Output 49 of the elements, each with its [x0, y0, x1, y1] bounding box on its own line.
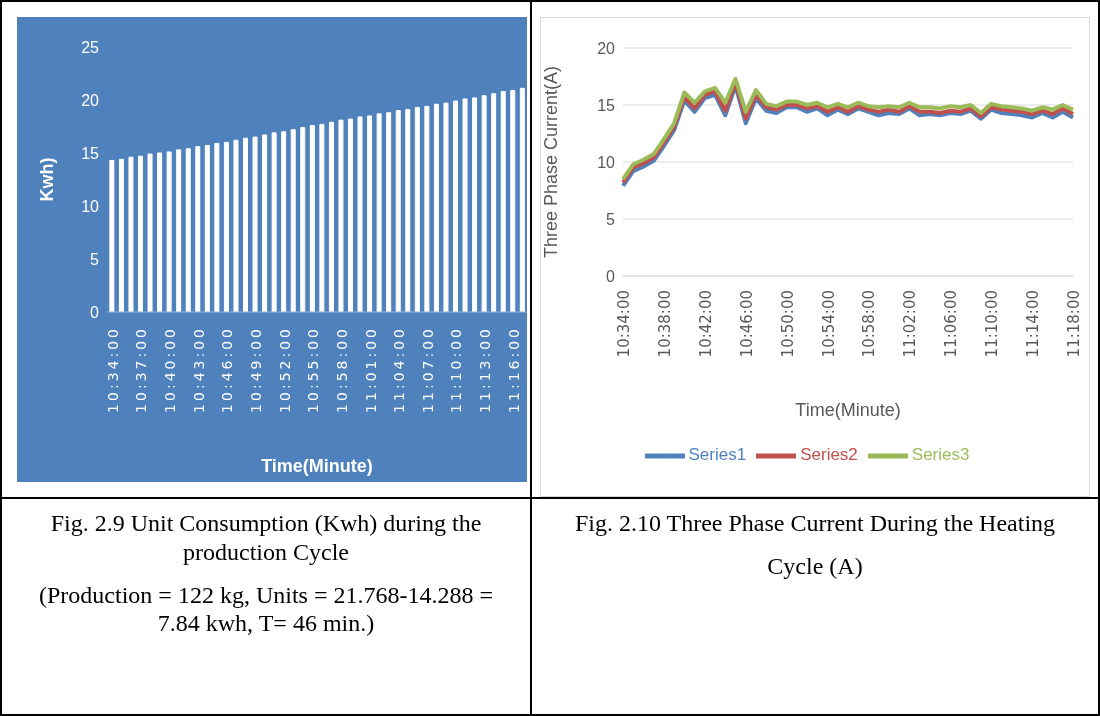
x-tick-label: 10:34:00 — [615, 290, 633, 358]
x-tick-label: 10:42:00 — [696, 290, 715, 358]
legend-label: Series3 — [911, 445, 970, 465]
x-tick-label: 11:13:00 — [477, 326, 494, 413]
x-tick-label: 11:02:00 — [901, 290, 920, 358]
x-tick-label: 10:37:00 — [133, 326, 150, 413]
y-tick-label: 20 — [597, 39, 616, 57]
x-tick-label: 10:38:00 — [655, 290, 674, 358]
text: (Production = 122 kg, Units = 21.768-14.288 = 7.84 kwh, T= 46 min.) — [38, 580, 494, 639]
y-tick-label: 10 — [81, 197, 100, 215]
x-tick-label: 11:10:00 — [983, 290, 1002, 358]
x-tick-label: 10:55:00 — [305, 326, 322, 413]
x-tick-label: 11:07:00 — [419, 326, 436, 413]
x-tick-label: 11:01:00 — [362, 326, 379, 413]
y-tick-label: 10 — [597, 153, 616, 171]
x-tick-label: 10:46:00 — [737, 290, 756, 358]
x-tick-label: 10:50:00 — [778, 290, 797, 358]
y-axis-title: Three Phase Current(A) — [541, 65, 562, 259]
y-tick-label: 0 — [90, 303, 100, 321]
x-tick-label: 10:43:00 — [190, 326, 207, 413]
x-tick-label: 11:18:00 — [1065, 290, 1083, 358]
x-axis-title: Time(Minute) — [795, 400, 901, 420]
x-tick-label: 10:40:00 — [162, 326, 179, 413]
x-tick-label: 10:54:00 — [819, 290, 838, 358]
y-tick-label: 0 — [606, 267, 616, 285]
x-tick-label: 11:16:00 — [505, 326, 522, 413]
legend-label: Series1 — [688, 445, 747, 465]
text: Fig. 2.9 Unit Consumption (Kwh) during the production Cycle — [49, 509, 483, 567]
x-tick-label: 10:46:00 — [219, 326, 236, 413]
legend-label: Series2 — [800, 445, 858, 465]
y-tick-label: 25 — [81, 38, 100, 56]
y-tick-label: 15 — [81, 144, 100, 162]
x-tick-label: 10:34:00 — [104, 326, 121, 413]
x-tick-label: 11:14:00 — [1024, 290, 1043, 358]
x-tick-label: 11:10:00 — [448, 326, 465, 413]
x-axis-title: Time(Minute) — [261, 456, 373, 476]
y-tick-label: 5 — [90, 250, 100, 268]
x-tick-label: 10:52:00 — [276, 326, 293, 413]
x-tick-label: 10:49:00 — [247, 326, 264, 413]
text: Cycle (A) — [766, 551, 864, 581]
text: Fig. 2.10 Three Phase Current During the Heating — [573, 509, 1057, 538]
x-tick-label: 11:06:00 — [942, 290, 961, 358]
y-tick-label: 5 — [606, 210, 616, 228]
x-tick-label: 11:04:00 — [391, 326, 408, 413]
x-tick-label: 10:58:00 — [333, 326, 350, 413]
y-tick-label: 15 — [597, 96, 616, 114]
x-tick-label: 10:58:00 — [860, 290, 879, 358]
y-tick-label: 20 — [81, 91, 100, 109]
y-axis-title: Kwh) — [37, 157, 58, 202]
